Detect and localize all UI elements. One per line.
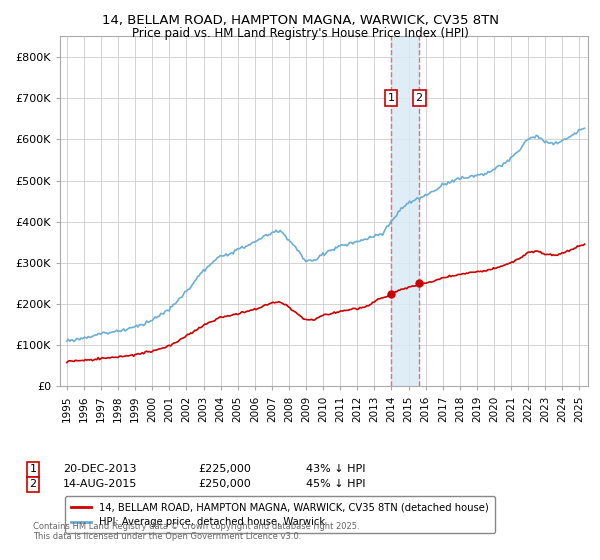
Text: 1: 1 bbox=[388, 93, 394, 103]
Text: 20-DEC-2013: 20-DEC-2013 bbox=[63, 464, 137, 474]
Text: 45% ↓ HPI: 45% ↓ HPI bbox=[306, 479, 365, 489]
Text: Price paid vs. HM Land Registry's House Price Index (HPI): Price paid vs. HM Land Registry's House … bbox=[131, 27, 469, 40]
Text: 14-AUG-2015: 14-AUG-2015 bbox=[63, 479, 137, 489]
Text: 2: 2 bbox=[416, 93, 423, 103]
Bar bbox=[391, 36, 419, 386]
Text: 2: 2 bbox=[29, 479, 37, 489]
Text: £250,000: £250,000 bbox=[198, 479, 251, 489]
Text: 1: 1 bbox=[29, 464, 37, 474]
Text: £225,000: £225,000 bbox=[198, 464, 251, 474]
Text: Contains HM Land Registry data © Crown copyright and database right 2025.
This d: Contains HM Land Registry data © Crown c… bbox=[33, 522, 359, 542]
Text: 43% ↓ HPI: 43% ↓ HPI bbox=[306, 464, 365, 474]
Text: 14, BELLAM ROAD, HAMPTON MAGNA, WARWICK, CV35 8TN: 14, BELLAM ROAD, HAMPTON MAGNA, WARWICK,… bbox=[101, 14, 499, 27]
Legend: 14, BELLAM ROAD, HAMPTON MAGNA, WARWICK, CV35 8TN (detached house), HPI: Average: 14, BELLAM ROAD, HAMPTON MAGNA, WARWICK,… bbox=[65, 496, 495, 533]
